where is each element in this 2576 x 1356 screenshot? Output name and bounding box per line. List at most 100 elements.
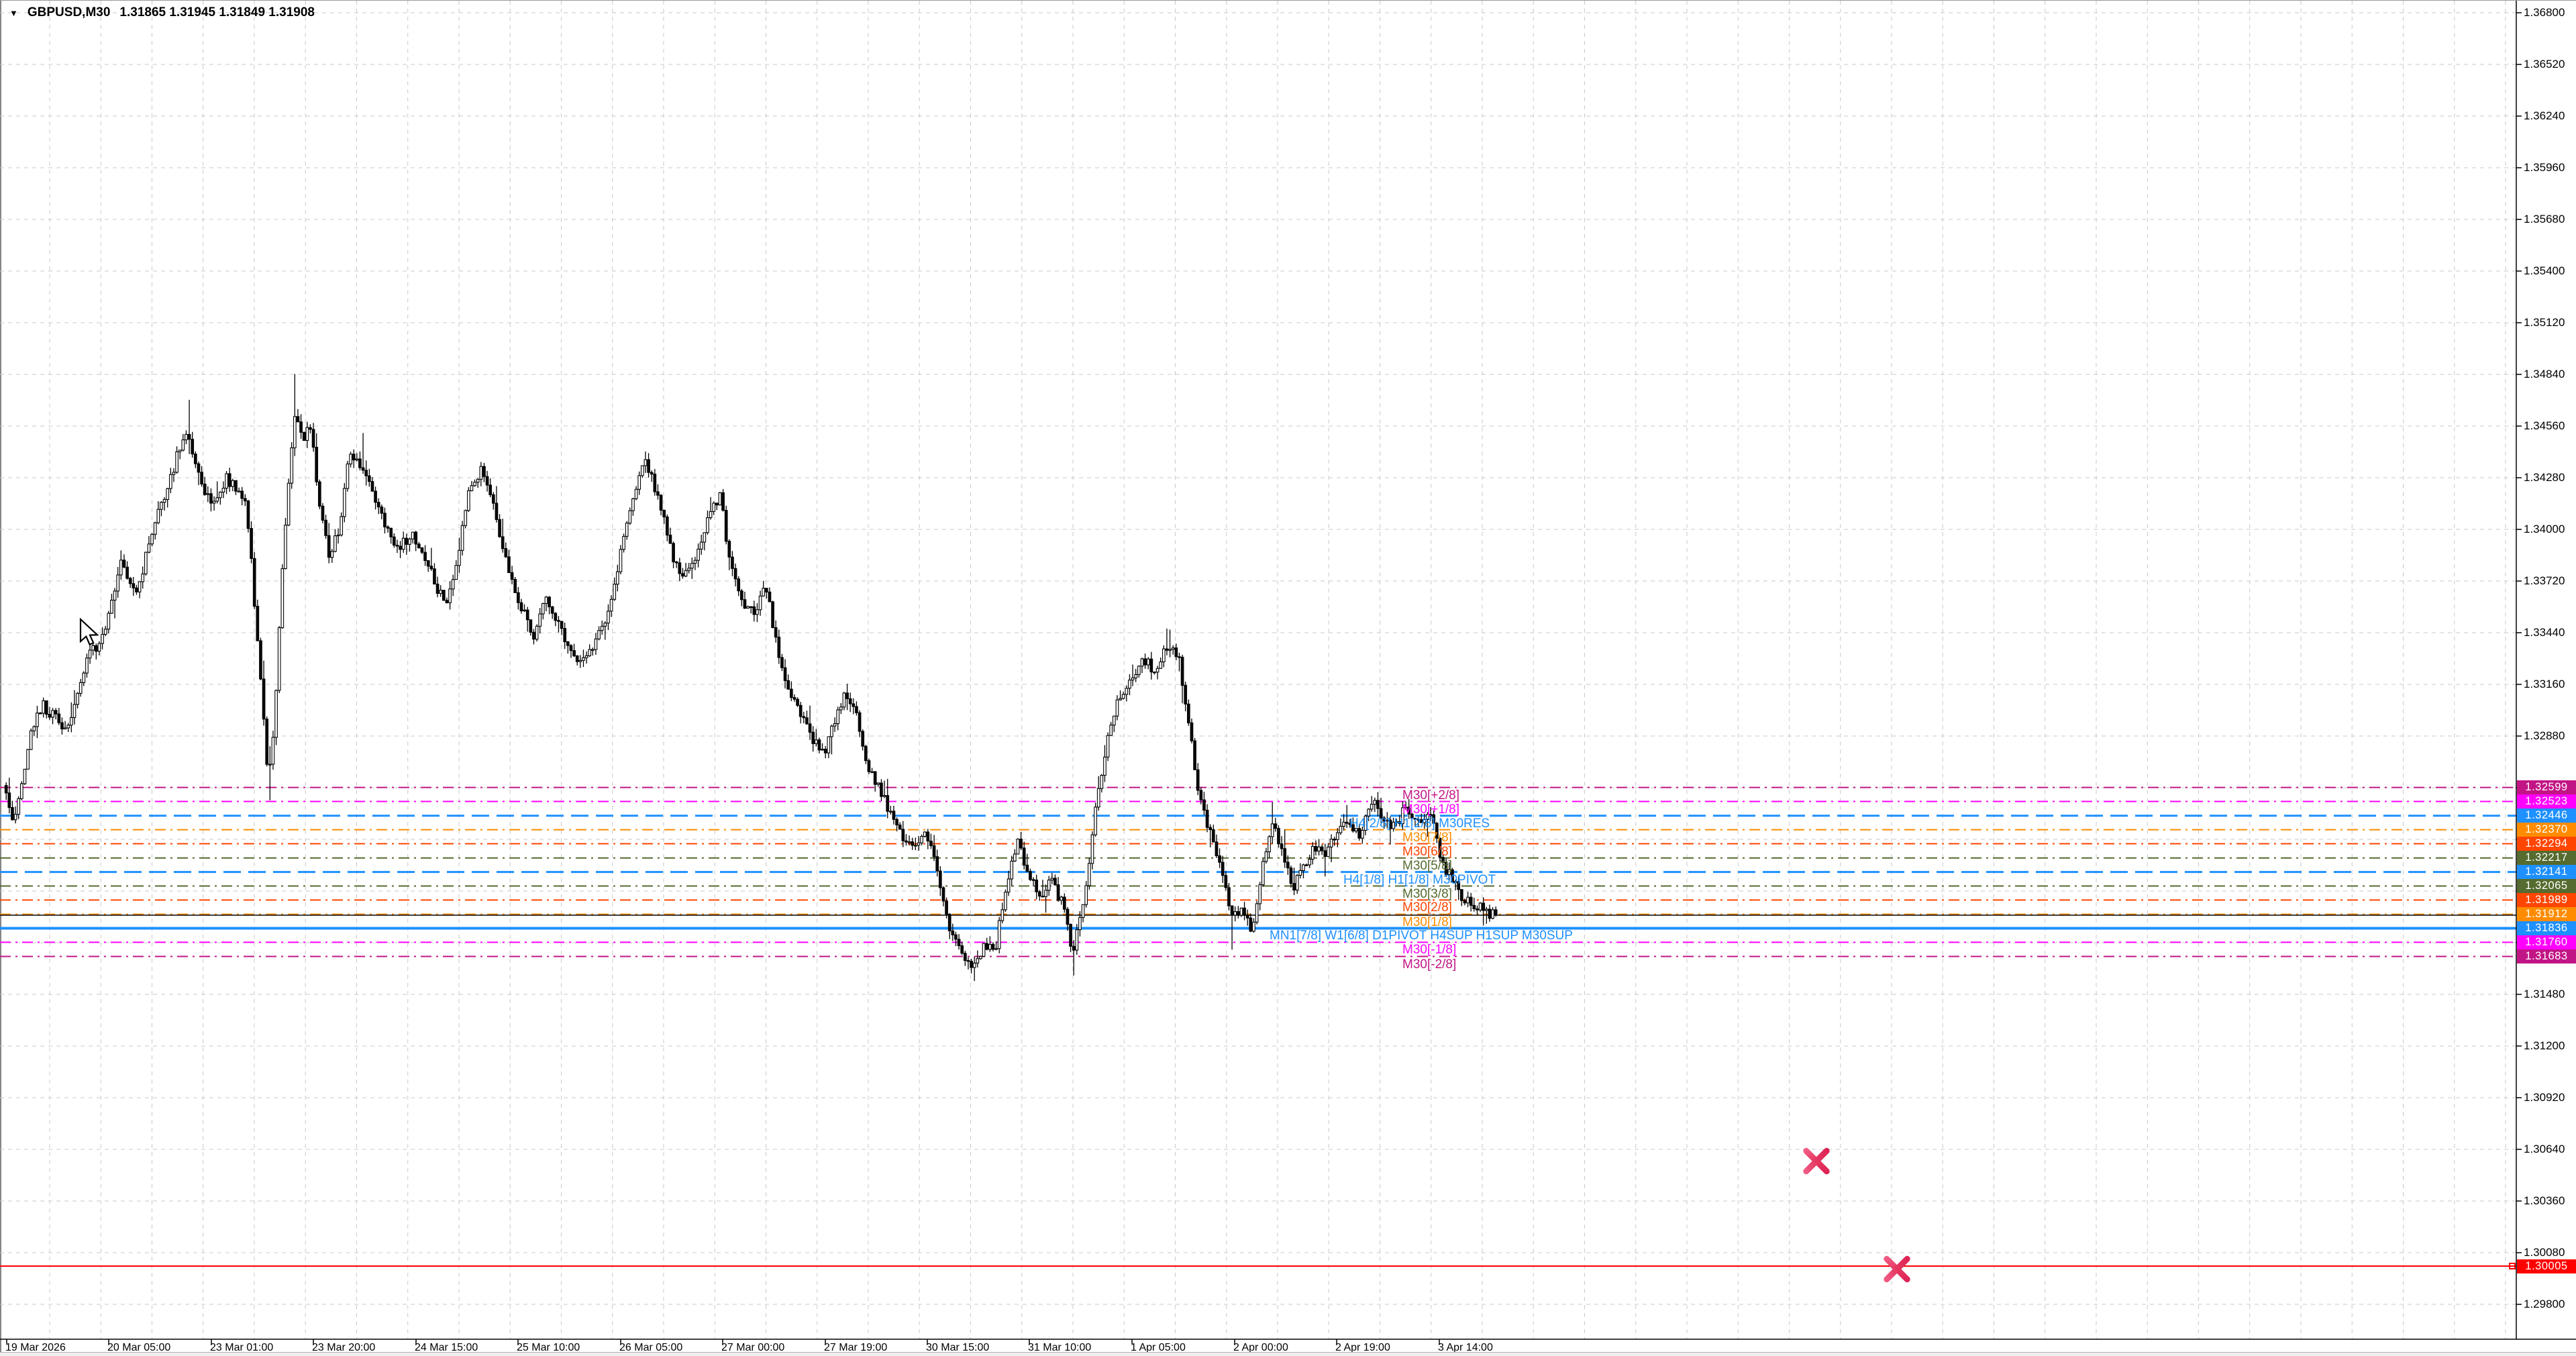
red-line-handle[interactable] [2509, 1263, 2516, 1269]
x-mark-object[interactable] [1798, 1142, 1835, 1180]
candle-body [1060, 896, 1064, 901]
x-mark-object[interactable] [1878, 1250, 1916, 1288]
price-tick-label: 1.35680 [2524, 213, 2565, 225]
candle-body [277, 627, 281, 691]
candle-body [1143, 658, 1147, 666]
candle-body [622, 535, 625, 550]
candle-body [1103, 756, 1106, 776]
candle-body [1134, 674, 1138, 678]
candle-body [1404, 806, 1408, 809]
candle-body [1072, 945, 1076, 951]
candle-body [361, 467, 365, 471]
candle-body [262, 678, 266, 720]
candle-body [240, 490, 244, 499]
pivot-level-label: M30[-1/8] [1402, 943, 1457, 957]
candle-body [473, 482, 476, 486]
candle-body [268, 764, 272, 766]
candle-body [888, 811, 892, 813]
candle-body [525, 609, 529, 621]
symbol-dropdown-icon[interactable]: ▼ [9, 7, 18, 18]
candle-body [756, 609, 759, 615]
candle-body [609, 598, 613, 612]
candle-body [1227, 887, 1231, 906]
candle-body [634, 488, 638, 499]
candle-body [901, 829, 905, 841]
candle-body [647, 459, 650, 473]
candle-body [132, 583, 136, 588]
candle-body [181, 439, 185, 451]
candle-body [246, 501, 250, 529]
candle-body [727, 541, 731, 558]
candle-body [57, 713, 61, 723]
price-tick-label: 1.31480 [2524, 988, 2565, 1000]
time-tick-label: 30 Mar 15:00 [926, 1342, 990, 1353]
candle-body [29, 730, 33, 750]
candle-body [970, 961, 973, 968]
candle-body [798, 705, 803, 717]
candle-body [311, 429, 315, 448]
candle-body [668, 534, 672, 544]
candle-body [1149, 658, 1153, 673]
candle-body [892, 811, 896, 820]
candle-body [1075, 929, 1079, 951]
candle-body [917, 842, 921, 846]
candle-body [656, 491, 660, 496]
candle-body [302, 431, 306, 441]
window-left-border [0, 1, 1, 1356]
candle-body [516, 592, 520, 603]
candle-body [116, 574, 120, 592]
level-price-tag: 1.32141 [2517, 865, 2576, 880]
pivot-level-label: H4[1/8] H1[1/8] M30PIVOT [1343, 872, 1496, 887]
candle-body [352, 454, 356, 461]
pivot-level-label: M30[2/8] [1402, 900, 1452, 915]
candle-body [26, 749, 30, 770]
level-price-tag: 1.32599 [2517, 780, 2576, 795]
candle-body [321, 505, 325, 521]
candle-body [69, 717, 73, 726]
candle-body [1084, 885, 1088, 905]
candle-body [842, 692, 846, 708]
price-tick-label: 1.33440 [2524, 626, 2565, 639]
candle-body [1292, 883, 1296, 891]
candle-body [1401, 807, 1404, 825]
candle-body [1180, 656, 1184, 686]
candle-body [1426, 814, 1429, 821]
candle-body [1025, 864, 1029, 872]
candle-body [79, 682, 83, 694]
candle-body [44, 700, 48, 715]
candle-body [1419, 819, 1423, 823]
candle-body [1370, 804, 1374, 810]
candle-body [1115, 699, 1119, 717]
candle-body [1373, 800, 1377, 805]
candle-body [519, 602, 523, 612]
candle-body [1047, 880, 1051, 891]
candle-body [578, 660, 582, 662]
candle-body [259, 640, 262, 680]
level-lines-layer [0, 786, 2516, 1269]
price-tick-label: 1.34000 [2524, 523, 2565, 535]
candle-body [1056, 884, 1060, 901]
candle-body [739, 590, 743, 601]
candle-body [814, 739, 818, 744]
candle-body [383, 513, 387, 527]
candle-body [1451, 869, 1454, 883]
level-price-tag: 1.32294 [2517, 837, 2576, 851]
candle-body [1205, 809, 1209, 828]
candle-body [296, 416, 300, 423]
time-tick-label: 2 Apr 00:00 [1233, 1342, 1288, 1353]
candle-body [805, 717, 809, 725]
candle-body [1348, 823, 1352, 825]
candle-body [1261, 861, 1265, 886]
candle-body [582, 657, 585, 661]
candle-body [1013, 853, 1017, 862]
candle-body [569, 645, 573, 651]
candle-body [479, 466, 483, 480]
candle-body [650, 472, 654, 475]
candle-body [848, 698, 852, 705]
candle-body [1119, 698, 1122, 700]
candle-body [1317, 846, 1321, 852]
candle-body [1218, 855, 1221, 863]
candle-body [1416, 819, 1420, 821]
candle-body [1398, 821, 1402, 825]
